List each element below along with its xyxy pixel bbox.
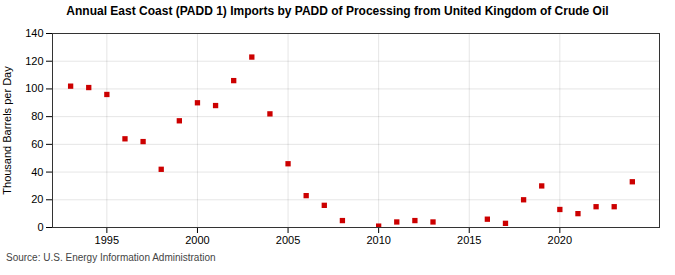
html-text:Source: U.S. Energy Informatio: Source: U.S. Energy Information Administ… [6,252,216,263]
svg-text:Thousand Barrels per Day: Thousand Barrels per Day [1,66,13,195]
html-text:Annual East Coast (PADD 1) Imp: Annual East Coast (PADD 1) Imports by PA… [66,4,609,18]
svg-text:140: 140 [25,27,43,39]
svg-text:80: 80 [31,110,43,122]
svg-text:40: 40 [31,166,43,178]
svg-text:60: 60 [31,138,43,150]
svg-text:2010: 2010 [366,234,390,246]
svg-text:0: 0 [37,221,43,233]
svg-text:2015: 2015 [457,234,481,246]
svg-text:2000: 2000 [185,234,209,246]
svg-text:1995: 1995 [95,234,119,246]
svg-text:20: 20 [31,193,43,205]
svg-text:2020: 2020 [548,234,572,246]
svg-text:100: 100 [25,82,43,94]
svg-text:120: 120 [25,55,43,67]
svg-text:2005: 2005 [276,234,300,246]
